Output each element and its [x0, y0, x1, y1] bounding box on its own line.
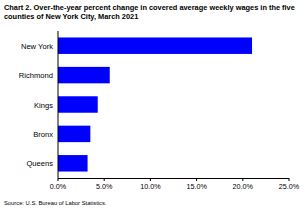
title-line: counties of New York City, March 2021 [4, 12, 138, 21]
y-axis [58, 31, 59, 178]
tick-label: 10.0% [140, 182, 161, 191]
tick-mark [150, 178, 151, 181]
tick-mark [289, 178, 290, 181]
tick-mark [104, 178, 105, 181]
tick-label: 5.0% [96, 182, 113, 191]
category-label: Bronx [33, 130, 53, 139]
tick-label: 20.0% [233, 182, 254, 191]
tick-mark [242, 178, 243, 181]
bar [58, 155, 88, 171]
category-label: Kings [34, 101, 53, 110]
source: Source: U.S. Bureau of Labor Statistics. [4, 200, 107, 206]
bars [58, 37, 252, 171]
bar [58, 126, 90, 142]
title-line: Chart 2. Over-the-year percent change in… [4, 3, 295, 12]
bar [58, 96, 98, 112]
x-axis [58, 178, 289, 179]
category-label: New York [21, 42, 53, 51]
tick-mark [196, 178, 197, 181]
category-label: Richmond [19, 71, 53, 80]
title: Chart 2. Over-the-year percent change in… [4, 3, 295, 21]
tick-label: 15.0% [186, 182, 207, 191]
bar [58, 37, 252, 53]
tick-label: 25.0% [279, 182, 300, 191]
category-label: Queens [26, 159, 53, 168]
chart: Chart 2. Over-the-year percent change in… [0, 0, 300, 210]
tick-label: 0.0% [50, 182, 67, 191]
bar [58, 67, 110, 83]
tick-mark [58, 178, 59, 181]
